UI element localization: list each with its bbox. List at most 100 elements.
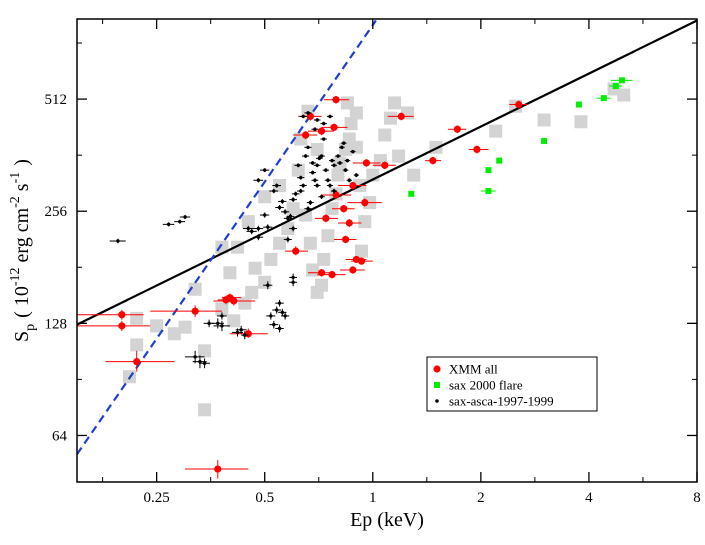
sax-asca-1997-1999-point bbox=[116, 239, 120, 243]
sax-asca-1997-1999-point bbox=[266, 283, 270, 287]
gray-square-point bbox=[248, 261, 262, 275]
sax-asca-1997-1999-point bbox=[324, 168, 328, 172]
sax-asca-1997-1999-point bbox=[332, 163, 336, 168]
sax-asca-1997-1999-point bbox=[269, 314, 273, 318]
sax-asca-1997-1999-point bbox=[313, 127, 317, 131]
gray-square-point bbox=[281, 222, 295, 236]
xmm-all-point bbox=[118, 311, 126, 319]
sax-asca-1997-1999-point bbox=[178, 219, 182, 224]
y-label-s-unit: s bbox=[11, 183, 33, 196]
y-label-exp3: -1 bbox=[8, 172, 23, 184]
sax-asca-1997-1999-point bbox=[315, 163, 319, 168]
sax-asca-1997-1999-point bbox=[239, 328, 243, 332]
y-tick-label: 256 bbox=[45, 204, 68, 220]
xmm-all-point bbox=[302, 131, 310, 139]
sax-asca-1997-1999-point bbox=[183, 215, 187, 219]
sax-2000-flare-point bbox=[496, 157, 503, 164]
sax-asca-1997-1999-point bbox=[322, 137, 326, 141]
sax-asca-1997-1999-point bbox=[326, 178, 330, 182]
sax-asca-1997-1999-point bbox=[256, 178, 261, 182]
y-tick-label: 128 bbox=[45, 316, 68, 332]
sax-asca-1997-1999-point bbox=[272, 189, 276, 193]
sax-asca-1997-1999-point bbox=[306, 145, 310, 150]
sax-asca-1997-1999-point bbox=[256, 235, 261, 239]
sax-asca-1997-1999-point bbox=[263, 213, 267, 217]
sax-asca-1997-1999-point bbox=[235, 330, 240, 335]
gray-square-point bbox=[392, 149, 406, 163]
fit-dashed-line bbox=[77, 19, 377, 455]
xmm-all-point bbox=[362, 159, 371, 167]
sax-asca-1997-1999-point bbox=[322, 121, 326, 126]
sax-asca-1997-1999-point bbox=[310, 170, 315, 175]
xmm-all-point bbox=[330, 123, 338, 131]
sax-asca-1997-1999-point bbox=[286, 216, 290, 221]
gray-square-point bbox=[258, 275, 272, 289]
xmm-all-point bbox=[361, 198, 369, 207]
y-label-sub-p: p bbox=[23, 324, 38, 331]
sax-asca-1997-1999-point bbox=[301, 183, 305, 188]
gray-square-point bbox=[198, 403, 212, 417]
gray-square-point bbox=[331, 168, 345, 182]
axes: 0.25 0.5 1 2 4 8 64 128 256 512 bbox=[45, 19, 701, 506]
xmm-all-point bbox=[317, 127, 326, 135]
x-tick-label: 0.5 bbox=[255, 490, 274, 506]
sax-asca-1997-1999-point bbox=[313, 178, 317, 182]
sax-asca-1997-1999-point bbox=[277, 326, 282, 331]
sax-asca-1997-1999-point bbox=[310, 161, 315, 165]
legend-marker-sax-flare bbox=[434, 382, 440, 388]
sax-2000-flare-point bbox=[541, 138, 548, 145]
gray-square-point bbox=[227, 314, 241, 328]
y-label-s: S bbox=[11, 331, 33, 342]
gray-square-point bbox=[378, 128, 392, 142]
gray-square-point bbox=[238, 296, 252, 310]
x-tick-label: 2 bbox=[477, 490, 485, 506]
x-axis-label: Ep (keV) bbox=[350, 509, 424, 531]
x-tick-label: 0.25 bbox=[144, 490, 170, 506]
sax-asca-1997-1999-point bbox=[306, 111, 310, 115]
gray-square-point bbox=[130, 338, 144, 352]
gray-squares-series bbox=[122, 82, 631, 417]
gray-square-point bbox=[383, 111, 397, 125]
sax-asca-1997-1999-point bbox=[291, 275, 295, 280]
gray-square-point bbox=[537, 113, 551, 127]
sax-asca-1997-1999-point bbox=[220, 314, 224, 318]
sax-asca-1997-1999-point bbox=[202, 361, 207, 365]
gray-square-point bbox=[317, 252, 331, 266]
y-label-close: ) bbox=[11, 159, 33, 166]
data-series bbox=[77, 77, 633, 479]
sax-2000-flare-point bbox=[575, 101, 582, 108]
gray-square-point bbox=[489, 124, 503, 138]
sax-asca-1997-1999-point bbox=[288, 214, 293, 219]
y-tick-label: 64 bbox=[52, 428, 68, 444]
gray-square-point bbox=[167, 327, 181, 341]
sax-2000-flare-point bbox=[612, 83, 619, 90]
gray-square-point bbox=[188, 282, 202, 296]
y-tick-label: 512 bbox=[45, 92, 68, 108]
xmm-all-point bbox=[118, 322, 126, 330]
sax-asca-1997-1999-point bbox=[354, 173, 359, 177]
xmm-all-point bbox=[332, 96, 340, 104]
gray-square-point bbox=[321, 229, 335, 243]
gray-square-point bbox=[258, 190, 272, 204]
xmm-all-point bbox=[340, 205, 348, 213]
sax-asca-1997-1999-point bbox=[250, 229, 254, 234]
sax-asca-1997-1999-point bbox=[256, 226, 261, 231]
gray-square-point bbox=[150, 319, 164, 333]
gray-square-point bbox=[273, 236, 287, 250]
xmm-all-point bbox=[292, 247, 300, 255]
fit-solid-line bbox=[77, 19, 697, 326]
sax-asca-1997-1999-point bbox=[216, 321, 220, 326]
xmm-all-point bbox=[473, 145, 481, 154]
legend-label: XMM all bbox=[449, 362, 498, 377]
x-tick-label: 8 bbox=[693, 490, 701, 506]
sax-asca-1997-1999-point bbox=[277, 301, 282, 305]
xmm-all-point bbox=[230, 297, 238, 305]
gray-square-point bbox=[303, 236, 317, 250]
xmm-all-point bbox=[328, 271, 336, 279]
x-tick-label: 1 bbox=[369, 490, 377, 506]
legend-label: sax-asca-1997-1999 bbox=[449, 394, 554, 409]
gray-square-point bbox=[215, 302, 229, 316]
sax-asca-1997-1999-point bbox=[328, 114, 332, 119]
sax-asca-1997-1999-point bbox=[286, 237, 290, 242]
